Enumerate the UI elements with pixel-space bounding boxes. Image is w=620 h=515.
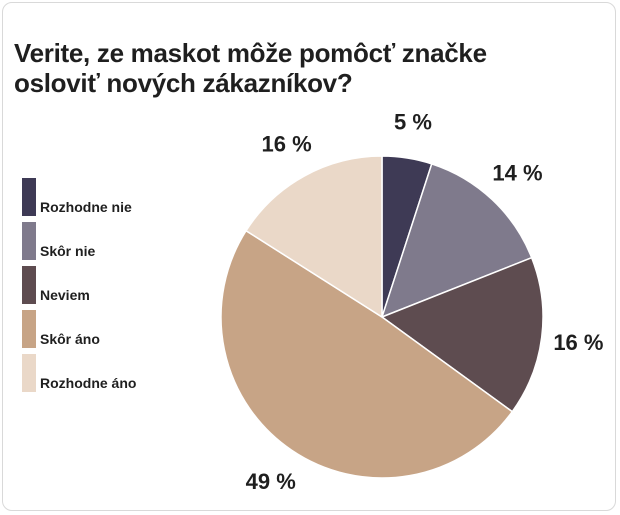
legend-label: Skôr nie — [40, 243, 96, 259]
legend-label: Rozhodne áno — [40, 375, 137, 391]
pie-slice-rozhodne-ano — [245, 155, 383, 319]
pie-label-neviem: 16 % — [553, 330, 603, 355]
legend-label: Skôr áno — [40, 331, 100, 347]
legend-label: Rozhodne nie — [40, 199, 132, 215]
legend-item-neviem: Neviem — [22, 266, 212, 304]
chart-title-line-1: Verite, ze maskot môže pomôcť značke — [14, 38, 487, 68]
legend-item-rozhodne-ano: Rozhodne áno — [22, 354, 212, 392]
pie-slice-neviem — [380, 256, 544, 413]
legend-swatch — [22, 222, 36, 260]
chart-card — [2, 2, 616, 511]
chart-title: Verite, ze maskot môže pomôcť značke osl… — [14, 38, 574, 98]
legend-label: Neviem — [40, 287, 90, 303]
legend-swatch — [22, 354, 36, 392]
pie-label-skor-ano: 49 % — [246, 469, 296, 494]
legend: Rozhodne nie Skôr nie Neviem Skôr áno Ro… — [22, 178, 212, 398]
pie-slice-skor-ano — [220, 229, 514, 479]
legend-item-skor-ano: Skôr áno — [22, 310, 212, 348]
legend-item-rozhodne-nie: Rozhodne nie — [22, 178, 212, 216]
pie-label-rozhodne-ano: 16 % — [262, 132, 312, 157]
legend-swatch — [22, 266, 36, 304]
pie-label-rozhodne-nie: 5 % — [394, 109, 432, 134]
chart-title-line-2: osloviť nových zákazníkov? — [14, 68, 353, 98]
legend-item-skor-nie: Skôr nie — [22, 222, 212, 260]
legend-swatch — [22, 178, 36, 216]
pie-label-skor-nie: 14 % — [492, 161, 542, 186]
pie-slice-skor-nie — [380, 162, 533, 319]
legend-swatch — [22, 310, 36, 348]
